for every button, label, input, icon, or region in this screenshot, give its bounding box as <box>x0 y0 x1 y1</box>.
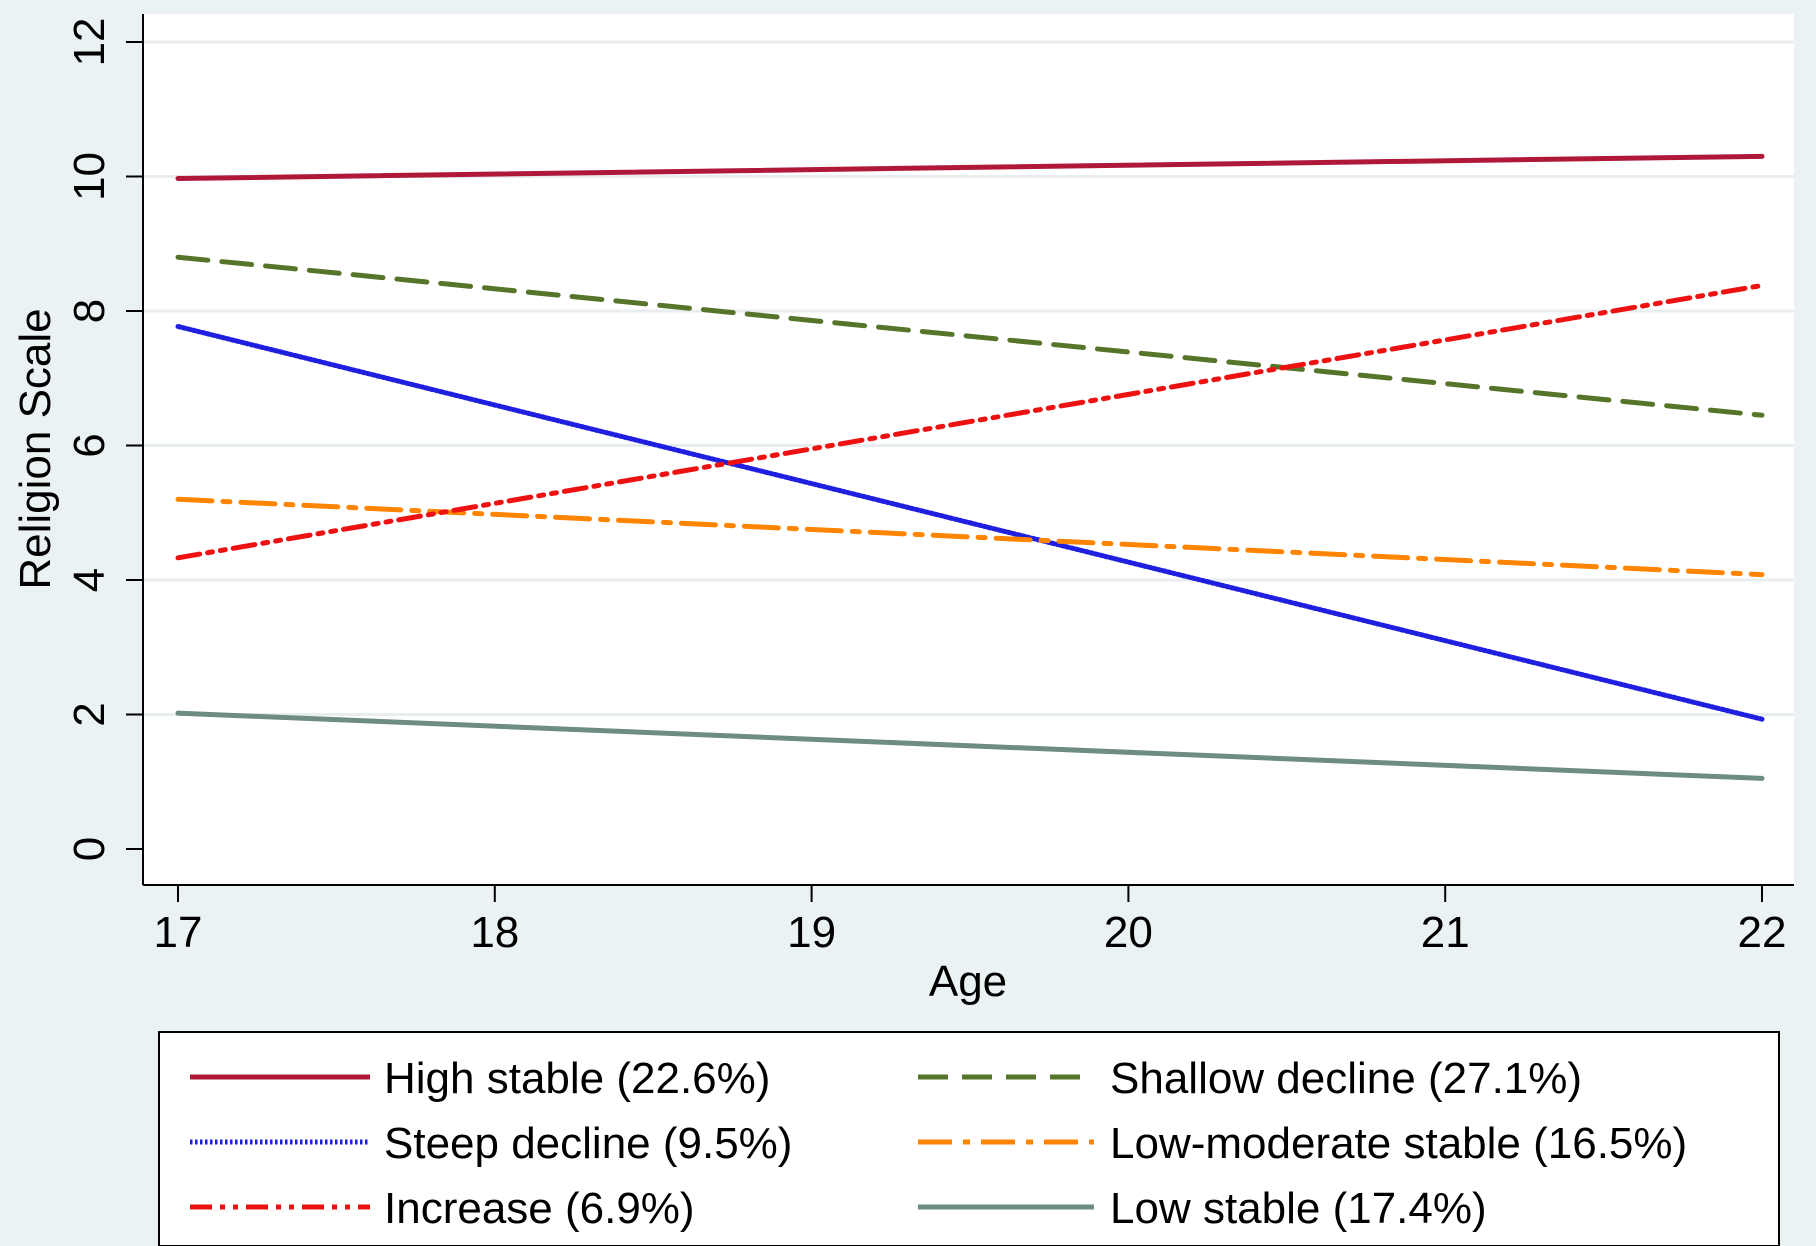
series-line-0 <box>175 153 1765 182</box>
series-line-2 <box>175 323 1765 722</box>
series-line-5 <box>175 710 1765 781</box>
x-tick-label: 18 <box>470 908 519 957</box>
legend-label-0: High stable (22.6%) <box>384 1054 770 1103</box>
y-axis-title: Religion Scale <box>11 308 60 589</box>
legend-label-2: Steep decline (9.5%) <box>384 1119 792 1168</box>
series-line-1 <box>175 254 1765 418</box>
y-tick-label: 12 <box>65 18 114 67</box>
y-ticks: 0 2 4 6 8 10 12 <box>65 18 143 861</box>
series-layer <box>175 153 1765 781</box>
y-tick-label: 10 <box>65 152 114 201</box>
x-tick-label: 17 <box>154 908 203 957</box>
legend-label-1: Shallow decline (27.1%) <box>1110 1054 1582 1103</box>
y-tick-label: 4 <box>65 568 114 592</box>
y-tick-label: 2 <box>65 702 114 726</box>
x-tick-label: 19 <box>787 908 836 957</box>
legend-label-5: Low stable (17.4%) <box>1110 1184 1487 1233</box>
y-tick-label: 8 <box>65 299 114 323</box>
legend-label-4: Increase (6.9%) <box>384 1184 695 1233</box>
x-tick-label: 21 <box>1421 908 1470 957</box>
legend: High stable (22.6%) Shallow decline (27.1… <box>190 1054 1687 1233</box>
y-tick-label: 6 <box>65 433 114 457</box>
plot-area <box>143 14 1794 885</box>
legend-box <box>158 1031 1780 1246</box>
x-tick-label: 20 <box>1104 908 1153 957</box>
x-ticks: 17 18 19 20 21 22 <box>154 885 1787 957</box>
x-axis-title: Age <box>929 957 1007 1006</box>
y-tick-label: 0 <box>65 837 114 861</box>
series-line-4 <box>175 282 1765 561</box>
x-tick-label: 22 <box>1738 908 1787 957</box>
legend-label-3: Low-moderate stable (16.5%) <box>1110 1119 1687 1168</box>
